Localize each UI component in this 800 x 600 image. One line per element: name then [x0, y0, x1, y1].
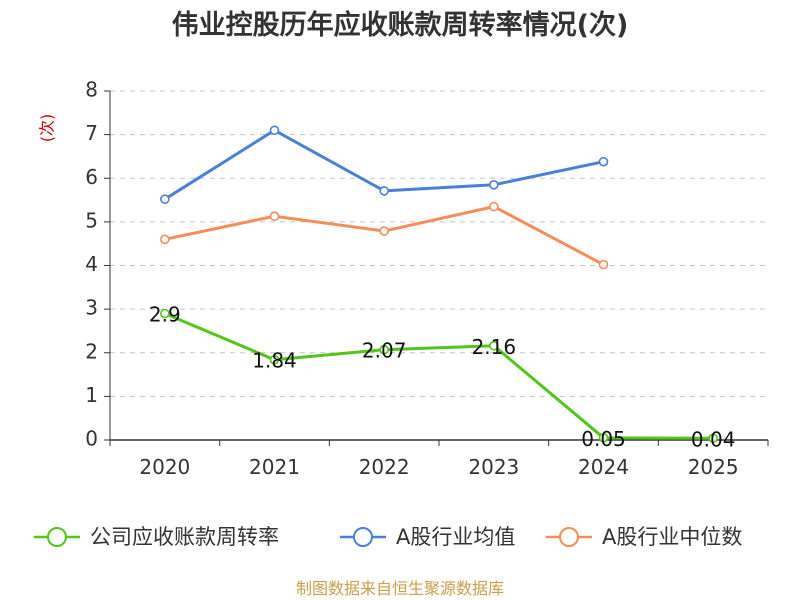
series-line-公司应收账款周转率	[164, 312, 714, 440]
data-point-A股行业中位数-2022	[379, 226, 389, 236]
x-tick-label-2022: 2022	[359, 455, 410, 479]
data-label-2023: 2.16	[472, 335, 517, 359]
data-label-2022: 2.07	[362, 339, 407, 363]
legend-label-A股行业均值: A股行业均值	[396, 525, 515, 549]
data-point-A股行业均值-2020	[160, 194, 170, 204]
x-tick-label-2025: 2025	[688, 455, 739, 479]
y-tick-label-3: 3	[85, 296, 98, 320]
y-tick-label-2: 2	[85, 339, 98, 363]
y-tick-label-7: 7	[85, 121, 98, 145]
data-point-公司应收账款周转率-2023	[489, 340, 499, 351]
y-tick-label-6: 6	[85, 165, 98, 189]
y-axis-label: (次)	[38, 114, 57, 143]
data-point-A股行业中位数-2023	[489, 201, 499, 212]
data-labels: 2.9 1.84 2.07 2.16 0.05 0.04	[149, 302, 736, 451]
gridlines	[110, 90, 768, 397]
data-point-A股行业中位数-2021	[269, 211, 280, 222]
data-point-A股行业中位数-2020	[160, 234, 170, 245]
legend-label-A股行业中位数: A股行业中位数	[602, 525, 742, 549]
data-point-A股行业中位数-2024	[598, 259, 609, 270]
data-label-2020: 2.9	[149, 302, 181, 326]
legend-item-A股行业均值[interactable]: A股行业均值	[340, 525, 515, 549]
chart-title: 伟业控股历年应收账款周转率情况(次)	[172, 9, 629, 41]
legend[interactable]: 公司应收账款周转率 A股行业均值 A股行业中位数	[34, 525, 742, 549]
x-tick-label-2024: 2024	[578, 455, 629, 479]
data-point-A股行业均值-2023	[489, 179, 499, 190]
data-label-2024: 0.05	[581, 427, 626, 451]
series-group	[160, 125, 718, 444]
x-tick-labels: 2020 2021 2022 2023 2024 2025	[139, 455, 738, 479]
legend-item-A股行业中位数[interactable]: A股行业中位数	[546, 525, 742, 549]
x-tick-label-2023: 2023	[468, 455, 519, 479]
legend-marker-A股行业均值	[353, 527, 373, 547]
data-point-公司应收账款周转率-2024	[598, 433, 609, 443]
legend-marker-A股行业中位数	[559, 527, 579, 547]
data-label-2021: 1.84	[252, 349, 297, 373]
data-point-A股行业均值-2021	[269, 125, 280, 136]
legend-item-公司应收账款周转率[interactable]: 公司应收账款周转率	[34, 525, 279, 549]
data-point-A股行业均值-2022	[379, 186, 389, 196]
y-tick-label-4: 4	[85, 252, 98, 276]
y-tick-label-0: 0	[85, 427, 98, 451]
data-point-公司应收账款周转率-2020	[160, 308, 170, 319]
x-tick-label-2021: 2021	[249, 455, 300, 479]
data-label-2025: 0.04	[691, 427, 736, 451]
x-tick-label-2020: 2020	[139, 455, 190, 479]
y-tick-label-1: 1	[85, 383, 98, 407]
y-tick-label-8: 8	[85, 78, 98, 102]
data-point-公司应收账款周转率-2021	[269, 354, 280, 365]
y-tick-labels: 0 1 2 3 4 5 6 7 8	[85, 78, 98, 451]
data-point-A股行业均值-2024	[598, 156, 609, 167]
data-point-公司应收账款周转率-2025	[708, 433, 718, 444]
legend-label-公司应收账款周转率: 公司应收账款周转率	[90, 525, 279, 549]
y-tick-label-5: 5	[85, 208, 98, 232]
source-note: 制图数据来自恒生聚源数据库	[296, 579, 504, 598]
data-point-公司应收账款周转率-2022	[379, 344, 389, 355]
axes	[104, 90, 769, 446]
legend-marker-公司应收账款周转率	[47, 527, 67, 547]
